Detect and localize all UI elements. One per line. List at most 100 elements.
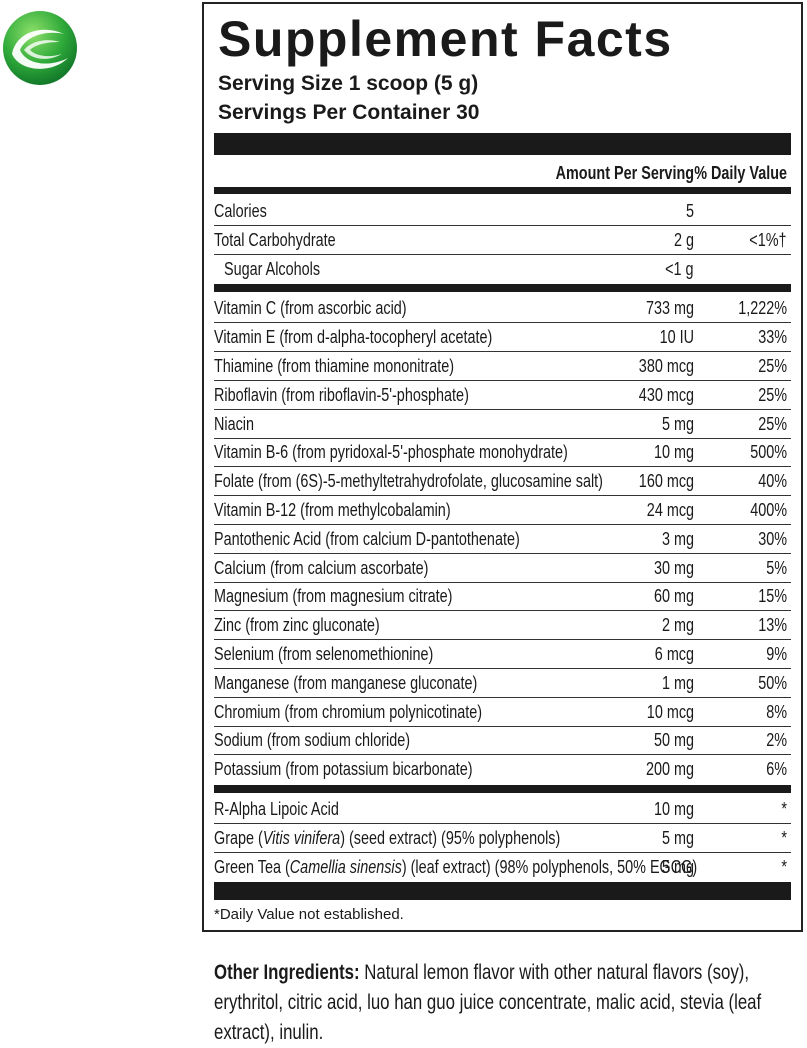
amount: 160 mcg <box>625 467 694 495</box>
nutrient-name: Calories <box>214 197 280 225</box>
daily-value: 2% <box>761 726 787 754</box>
nutrient-row: Vitamin C (from ascorbic acid) 733 mg 1,22… <box>214 294 791 324</box>
nutrient-name: Vitamin B-12 (from methylcobalamin) <box>214 496 510 524</box>
supplement-facts-panel: Supplement Facts Serving Size 1 scoop (5… <box>202 2 803 932</box>
nutrient-name: Vitamin B-6 (from pyridoxal-5'-phosphate… <box>214 438 656 466</box>
nutrient-row: Calcium (from calcium ascorbate) 30 mg 5% <box>214 554 791 583</box>
amount-text: 160 mcg <box>638 471 694 492</box>
footnote: *Daily Value not established. <box>214 906 404 923</box>
daily-value-text: 1,222% <box>738 298 787 319</box>
amount: 10 mg <box>644 795 694 823</box>
daily-value: 9% <box>761 640 787 668</box>
daily-value: <1%† <box>740 226 787 254</box>
amount-text: 5 mg <box>661 413 694 434</box>
daily-value: 15% <box>751 582 787 610</box>
name-part: ) (leaf extract) (98% polyphenols, 50% E… <box>401 856 698 877</box>
amount: 50 mg <box>644 726 694 754</box>
daily-value-text: 2% <box>766 730 787 751</box>
page: Supplement Facts Serving Size 1 scoop (5… <box>3 2 803 1044</box>
amount: 60 mg <box>644 582 694 610</box>
nutrient-row: Zinc (from zinc gluconate) 2 mg 13% <box>214 611 791 641</box>
serving-size: Serving Size 1 scoop (5 g) <box>218 72 479 95</box>
amount: 430 mcg <box>625 381 694 409</box>
amount: 3 mg <box>654 525 694 553</box>
nutrient-row: Vitamin E (from d-alpha-tocopheryl aceta… <box>214 323 791 353</box>
nutrient-name: Potassium (from potassium bicarbonate) <box>214 755 537 783</box>
daily-value: 25% <box>751 410 787 438</box>
other-ingredients: Other Ingredients: Natural lemon flavor … <box>214 958 774 1048</box>
daily-value: * <box>780 853 787 881</box>
nutrient-row: Green Tea (Camellia sinensis) (leaf extr… <box>214 853 791 881</box>
nutrient-name: Vitamin C (from ascorbic acid) <box>214 294 455 322</box>
amount-text: 10 mg <box>653 442 694 463</box>
amount: 380 mcg <box>625 352 694 380</box>
amount-text: 24 mcg <box>646 500 694 520</box>
nutrient-row: Grape (Vitis vinifera) (seed extract) (9… <box>214 824 791 853</box>
nutrient-name-text: Vitamin C (from ascorbic acid) <box>214 298 407 319</box>
nutrient-name: Zinc (from zinc gluconate) <box>214 611 421 639</box>
nutrient-name-text: Folate (from (6S)-5-methyltetrahydrofola… <box>214 471 603 492</box>
nutrient-name-text: Zinc (from zinc gluconate) <box>214 615 380 636</box>
nutrient-row: Pantothenic Acid (from calcium D-pantoth… <box>214 525 791 554</box>
nutrient-name: Riboflavin (from riboflavin-5'-phosphate… <box>214 381 533 409</box>
daily-value-text: 50% <box>758 672 787 693</box>
daily-value: 13% <box>751 611 787 639</box>
daily-value: 400% <box>741 496 787 524</box>
daily-value-text: 8% <box>766 701 787 722</box>
nutrient-name-text: Green Tea (Camellia sinensis) (leaf extr… <box>214 853 697 881</box>
amount-text: 430 mcg <box>638 384 694 405</box>
name-part: Camellia sinensis <box>289 856 402 877</box>
amount-header: Amount Per Serving <box>521 159 694 187</box>
nutrient-name: Pantothenic Acid (from calcium D-pantoth… <box>214 525 596 553</box>
nutrient-name: Sugar Alcohols <box>224 255 344 283</box>
nutrient-row: Thiamine (from thiamine mononitrate) 380 … <box>214 352 791 381</box>
amount: <1 g <box>658 255 694 283</box>
nutrient-name-text: Thiamine (from thiamine mononitrate) <box>214 356 455 376</box>
servings-per-container: Servings Per Container 30 <box>218 101 480 124</box>
name-part: ) (seed extract) (95% polyphenols) <box>340 827 561 848</box>
nutrient-name-text: Vitamin E (from d-alpha-tocopheryl aceta… <box>214 327 493 348</box>
nutrient-row: Vitamin B-12 (from methylcobalamin) 24 mc… <box>214 496 791 525</box>
amount: 5 mg <box>654 853 694 881</box>
amount: 5 <box>684 197 694 225</box>
nutrient-name-text: Total Carbohydrate <box>214 229 336 250</box>
nutrient-row: Total Carbohydrate 2 g <1%† <box>214 226 791 255</box>
nutrient-row: Sugar Alcohols <1 g <box>214 255 791 283</box>
amount: 5 mg <box>654 824 694 852</box>
nutrient-row: Niacin 5 mg 25% <box>214 410 791 439</box>
daily-value: 8% <box>761 698 787 726</box>
amount: 24 mcg <box>635 496 694 524</box>
thick-rule <box>214 187 791 194</box>
amount: 733 mg <box>634 294 694 322</box>
amount-text: 1 mg <box>661 672 694 693</box>
nutrient-row: Potassium (from potassium bicarbonate) 20… <box>214 755 791 783</box>
daily-value: 25% <box>751 352 787 380</box>
nutrient-name: Folate (from (6S)-5-methyltetrahydrofola… <box>214 467 700 495</box>
nutrient-name: Total Carbohydrate <box>214 226 366 254</box>
amount-text: 200 mg <box>645 759 694 780</box>
nutrient-row: Chromium (from chromium polynicotinate) 1… <box>214 698 791 727</box>
thick-rule <box>214 133 791 155</box>
amount: 10 mg <box>644 438 694 466</box>
nutrient-name-text: R-Alpha Lipoic Acid <box>214 799 339 819</box>
daily-value-text: 40% <box>758 471 787 492</box>
daily-value: 50% <box>751 669 787 697</box>
amount: 200 mg <box>634 755 694 783</box>
column-header: Amount Per Serving % Daily Value <box>214 159 791 187</box>
nutrient-name: Vitamin E (from d-alpha-tocopheryl aceta… <box>214 323 562 351</box>
amount-text: 380 mcg <box>638 356 694 376</box>
daily-value-text: 400% <box>750 500 787 520</box>
amount-text: 60 mg <box>653 586 694 607</box>
amount-text: 5 mg <box>661 827 694 848</box>
amount: 5 mg <box>654 410 694 438</box>
daily-value: 5% <box>761 554 787 582</box>
amount: 30 mg <box>644 554 694 582</box>
nutrient-name: Sodium (from sodium chloride) <box>214 726 459 754</box>
nutrient-name: Green Tea (Camellia sinensis) (leaf extr… <box>214 853 807 881</box>
daily-value: 1,222% <box>726 294 787 322</box>
nutrient-name-text: Riboflavin (from riboflavin-5'-phosphate… <box>214 384 469 405</box>
nutrient-name-text: Vitamin B-6 (from pyridoxal-5'-phosphate… <box>214 442 568 463</box>
nutrient-name-text: Pantothenic Acid (from calcium D-pantoth… <box>214 528 520 549</box>
daily-value: 30% <box>751 525 787 553</box>
amount: 2 g <box>669 226 694 254</box>
